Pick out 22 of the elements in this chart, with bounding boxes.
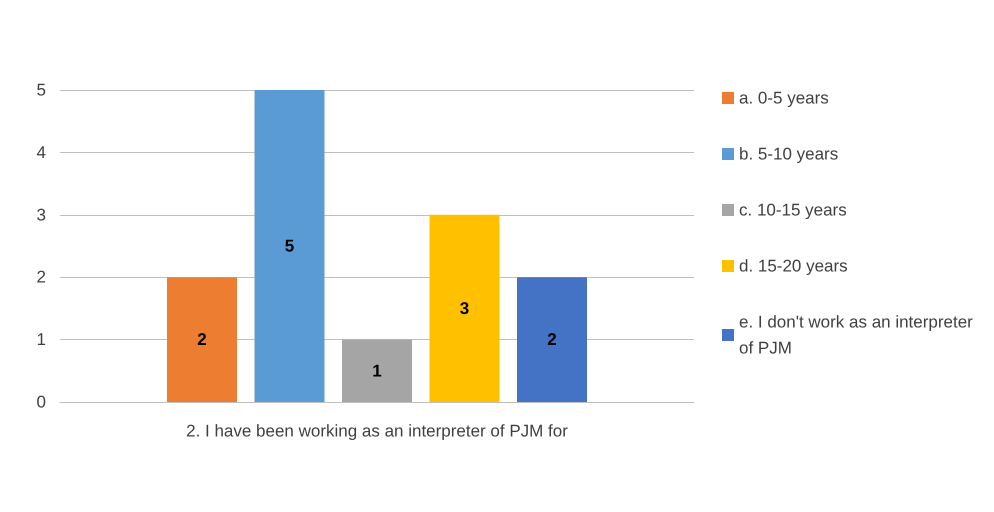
bar	[167, 277, 237, 402]
bar	[342, 340, 412, 402]
data-label: 3	[460, 298, 470, 318]
legend-label: d. 15-20 years	[739, 256, 848, 276]
data-label: 5	[284, 236, 294, 256]
y-tick-label: 4	[36, 142, 46, 162]
legend-label: c. 10-15 years	[739, 200, 847, 220]
y-tick-label: 1	[36, 330, 46, 350]
legend-label: a. 0-5 years	[739, 88, 829, 108]
data-label: 1	[372, 361, 382, 380]
y-tick-label: 2	[36, 268, 46, 287]
bar	[430, 214, 500, 402]
data-label: 2	[197, 330, 207, 350]
bar	[254, 90, 324, 402]
y-tick-label: 5	[36, 80, 46, 100]
data-label: 2	[547, 330, 557, 350]
y-tick-label: 3	[36, 205, 46, 224]
y-tick-label: 0	[36, 392, 46, 412]
legend-label: e. I don't work as an interpreter of PJM	[739, 312, 978, 358]
x-tick-label: 2. I have been working as an interpreter of PJM for	[186, 422, 568, 440]
bar	[517, 277, 587, 402]
legend-label: b. 5-10 years	[739, 144, 838, 164]
